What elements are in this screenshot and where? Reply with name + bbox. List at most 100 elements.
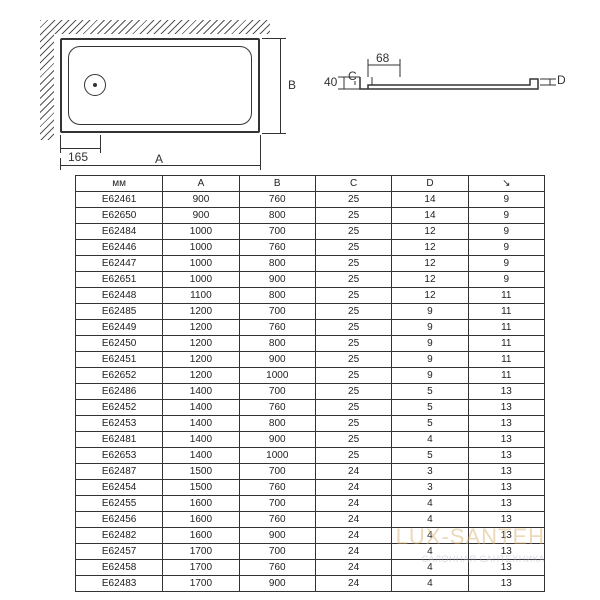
table-header-cell: мм xyxy=(76,176,163,192)
table-header-cell: C xyxy=(315,176,391,192)
table-cell: 24 xyxy=(315,480,391,496)
table-cell: 760 xyxy=(239,480,315,496)
table-cell: 5 xyxy=(392,448,468,464)
table-cell: 13 xyxy=(468,496,544,512)
table-cell: 24 xyxy=(315,560,391,576)
table-cell: 1700 xyxy=(163,560,239,576)
dimensions-table-wrap: ммABCD↘ E6246190076025149E62650900800251… xyxy=(75,175,545,592)
table-row: E62449120076025911 xyxy=(76,320,545,336)
table-cell: E62653 xyxy=(76,448,163,464)
table-cell: 900 xyxy=(239,272,315,288)
table-cell: E62457 xyxy=(76,544,163,560)
table-cell: 25 xyxy=(315,400,391,416)
table-row: E62453140080025513 xyxy=(76,416,545,432)
table-cell: 5 xyxy=(392,384,468,400)
drain-center xyxy=(93,83,97,87)
table-row: E626531400100025513 xyxy=(76,448,545,464)
table-cell: 25 xyxy=(315,240,391,256)
table-cell: 25 xyxy=(315,416,391,432)
table-cell: 760 xyxy=(239,400,315,416)
table-cell: 800 xyxy=(239,336,315,352)
table-cell: 760 xyxy=(239,320,315,336)
dim-C-label: C xyxy=(348,69,357,83)
table-cell: 12 xyxy=(392,272,468,288)
table-cell: 1400 xyxy=(163,400,239,416)
table-cell: 1200 xyxy=(163,368,239,384)
wall-hatch-left xyxy=(40,20,54,140)
dim-A-tick-l xyxy=(60,158,61,170)
table-cell: E62650 xyxy=(76,208,163,224)
table-row: E62457170070024413 xyxy=(76,544,545,560)
table-cell: 1000 xyxy=(163,240,239,256)
table-cell: 700 xyxy=(239,496,315,512)
table-cell: E62483 xyxy=(76,576,163,592)
table-cell: E62461 xyxy=(76,192,163,208)
table-row: E62454150076024313 xyxy=(76,480,545,496)
table-row: E62483170090024413 xyxy=(76,576,545,592)
top-view-diagram: 165 A B xyxy=(40,20,300,165)
table-cell: 1200 xyxy=(163,352,239,368)
table-cell: 9 xyxy=(468,240,544,256)
table-cell: 9 xyxy=(468,224,544,240)
table-cell: 1500 xyxy=(163,480,239,496)
table-cell: 13 xyxy=(468,512,544,528)
table-cell: 13 xyxy=(468,528,544,544)
table-cell: 9 xyxy=(392,368,468,384)
table-row: E62456160076024413 xyxy=(76,512,545,528)
table-cell: 1000 xyxy=(163,224,239,240)
table-cell: 1200 xyxy=(163,320,239,336)
table-cell: E62486 xyxy=(76,384,163,400)
table-cell: E62446 xyxy=(76,240,163,256)
table-cell: 13 xyxy=(468,464,544,480)
table-cell: 800 xyxy=(239,208,315,224)
table-cell: 800 xyxy=(239,416,315,432)
table-row: E62452140076025513 xyxy=(76,400,545,416)
table-cell: E62452 xyxy=(76,400,163,416)
table-cell: 700 xyxy=(239,464,315,480)
table-cell: E62450 xyxy=(76,336,163,352)
table-cell: 760 xyxy=(239,240,315,256)
table-cell: 900 xyxy=(163,192,239,208)
table-cell: E62449 xyxy=(76,320,163,336)
table-cell: 760 xyxy=(239,192,315,208)
table-cell: 760 xyxy=(239,560,315,576)
table-cell: 25 xyxy=(315,256,391,272)
table-cell: 25 xyxy=(315,288,391,304)
table-cell: 25 xyxy=(315,368,391,384)
table-cell: 1600 xyxy=(163,528,239,544)
table-cell: 24 xyxy=(315,576,391,592)
table-cell: 1100 xyxy=(163,288,239,304)
table-cell: 11 xyxy=(468,320,544,336)
table-cell: 11 xyxy=(468,352,544,368)
table-cell: 4 xyxy=(392,512,468,528)
table-cell: 11 xyxy=(468,336,544,352)
table-header-cell: B xyxy=(239,176,315,192)
table-cell: 1000 xyxy=(239,448,315,464)
table-cell: 24 xyxy=(315,464,391,480)
table-cell: 9 xyxy=(468,208,544,224)
table-cell: 14 xyxy=(392,192,468,208)
table-row: E62484100070025129 xyxy=(76,224,545,240)
table-cell: E62448 xyxy=(76,288,163,304)
table-cell: 4 xyxy=(392,496,468,512)
table-cell: E62482 xyxy=(76,528,163,544)
table-cell: 25 xyxy=(315,208,391,224)
table-row: E62485120070025911 xyxy=(76,304,545,320)
table-row: E62481140090025413 xyxy=(76,432,545,448)
dim-B-tick-b xyxy=(262,133,286,134)
table-cell: 1600 xyxy=(163,512,239,528)
table-header-cell: ↘ xyxy=(468,176,544,192)
dimensions-table: ммABCD↘ E6246190076025149E62650900800251… xyxy=(75,175,545,592)
table-cell: 900 xyxy=(239,576,315,592)
table-cell: 4 xyxy=(392,432,468,448)
table-cell: 12 xyxy=(392,256,468,272)
table-cell: 1600 xyxy=(163,496,239,512)
table-cell: 13 xyxy=(468,544,544,560)
table-cell: 12 xyxy=(392,288,468,304)
table-cell: 900 xyxy=(239,528,315,544)
table-cell: E62651 xyxy=(76,272,163,288)
table-row: E6265090080025149 xyxy=(76,208,545,224)
table-cell: 25 xyxy=(315,192,391,208)
dim-B-tick-t xyxy=(262,38,286,39)
section-profile-svg xyxy=(330,55,570,135)
